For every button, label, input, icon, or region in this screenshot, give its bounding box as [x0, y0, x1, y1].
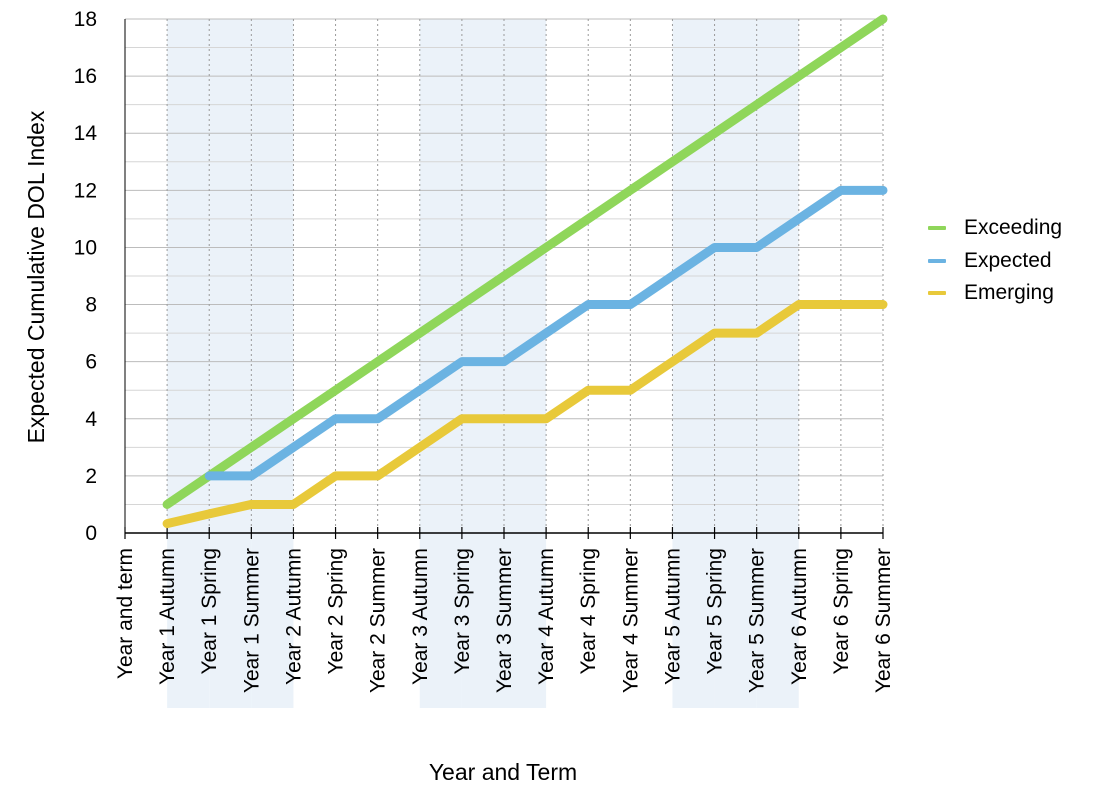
x-tick-label: Year 3 Summer	[493, 548, 516, 693]
x-tick-label: Year 4 Summer	[619, 548, 642, 693]
y-tick-label: 4	[85, 408, 97, 431]
series-line-expected	[204, 185, 888, 481]
x-tick-label: Year and term	[114, 548, 137, 679]
x-tick-label: Year 3 Spring	[451, 548, 474, 674]
x-tick-label: Year 4 Spring	[577, 548, 600, 674]
x-tick-label: Year 1 Spring	[198, 548, 221, 674]
x-tick-label: Year 1 Autumn	[156, 548, 179, 685]
series-lines	[162, 14, 888, 529]
x-tick-label: Year 6 Spring	[830, 548, 853, 674]
y-tick-label: 8	[85, 294, 97, 317]
x-tick-label: Year 6 Summer	[872, 548, 895, 693]
series-line-emerging	[162, 300, 888, 529]
y-tick-label: 2	[85, 465, 97, 488]
x-tick-label: Year 2 Summer	[367, 548, 390, 693]
band	[251, 19, 294, 708]
legend-swatch-expected	[928, 258, 946, 263]
legend-swatch-exceeding	[928, 226, 946, 231]
legend-item-emerging: Emerging	[928, 277, 1062, 310]
legend-item-exceeding: Exceeding	[928, 212, 1062, 245]
y-tick-label: 16	[74, 65, 97, 88]
legend-label-emerging: Emerging	[964, 281, 1054, 305]
legend-label-expected: Expected	[964, 248, 1052, 272]
x-tick-label: Year 5 Summer	[746, 548, 769, 693]
y-tick-label: 10	[74, 236, 97, 259]
x-tick-label: Year 2 Autumn	[282, 548, 305, 685]
x-axis-label: Year and Term	[429, 759, 577, 785]
x-tick-label: Year 5 Autumn	[661, 548, 684, 685]
legend-swatch-emerging	[928, 291, 946, 296]
band	[209, 19, 252, 708]
band	[756, 19, 799, 708]
legend-item-expected: Expected	[928, 245, 1062, 278]
axes	[124, 19, 884, 539]
y-tick-label: 12	[74, 179, 97, 202]
x-tick-label: Year 1 Summer	[240, 548, 263, 693]
x-tick-label: Year 2 Spring	[325, 548, 348, 674]
y-tick-label: 14	[74, 122, 98, 145]
y-tick-labels: 0 2 4 6 8 10 12 14 16 18	[74, 8, 98, 545]
x-tick-label: Year 6 Autumn	[788, 548, 811, 685]
legend-label-exceeding: Exceeding	[964, 216, 1063, 240]
x-tick-label: Year 3 Autumn	[409, 548, 432, 685]
y-tick-label: 6	[85, 351, 97, 374]
x-tick-labels: Year and term Year 1 Autumn Year 1 Spring Y…	[114, 548, 895, 693]
legend: Exceeding Expected Emerging	[928, 212, 1062, 310]
y-axis-label: Expected Cumulative DOL Index	[23, 110, 49, 443]
x-tick-label: Year 4 Autumn	[535, 548, 558, 685]
y-tick-label: 18	[74, 8, 97, 31]
band	[167, 19, 210, 708]
y-tick-label: 0	[85, 522, 97, 545]
x-tick-label: Year 5 Spring	[704, 548, 727, 674]
series-line-exceeding	[162, 14, 888, 509]
band	[504, 19, 547, 708]
